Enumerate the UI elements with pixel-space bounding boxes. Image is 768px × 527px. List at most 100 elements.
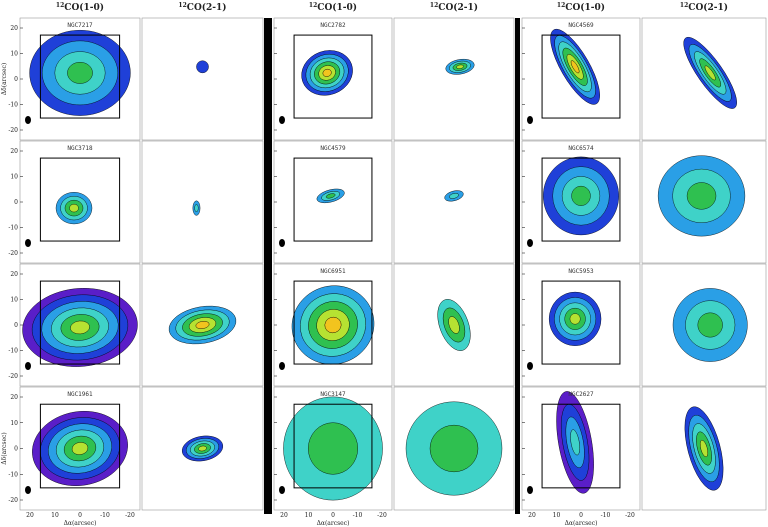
galaxy-label: NGC5953 [568,268,594,275]
x-tick-label: 0 [579,512,583,519]
y-tick-label: 0 [14,76,18,83]
y-tick-label: -10 [8,348,18,355]
divider [515,18,520,514]
contour [686,182,717,210]
beam [25,486,31,494]
panel-frame [141,140,264,264]
contour [449,193,459,199]
beam [25,116,31,124]
beam [25,362,31,370]
y-tick-label: 10 [10,174,18,181]
panel-frame [141,17,264,141]
header-text: CO(1-0) [64,2,104,13]
y-tick-label: 20 [10,271,18,278]
x-tick-label: 10 [553,512,561,519]
x-tick-label: -20 [377,512,387,519]
contour [67,62,93,84]
galaxy-label: NGC2627 [568,391,594,398]
y-tick-label: -10 [8,225,18,232]
header-text: CO(1-0) [317,2,357,13]
contour [198,445,207,452]
x-axis-label: Δα(arcsec) [64,520,97,527]
x-tick-label: -10 [100,512,110,519]
fov-box [293,157,373,242]
fov-box [293,34,373,119]
contour [70,320,90,335]
column-header: 12CO(2-1) [430,2,478,13]
x-tick-label: 20 [528,512,536,519]
y-axis-label: Δδ(arcsec) [1,432,8,464]
contour [570,60,580,74]
beam [527,116,533,124]
beam [279,116,285,124]
fov-box [39,280,121,365]
x-tick-label: 10 [51,512,59,519]
x-tick-label: -20 [125,512,135,519]
fov-box [541,34,621,119]
x-tick-label: -10 [353,512,363,519]
contour [570,429,580,456]
contour [448,316,460,334]
column-header: 12CO(2-1) [680,2,728,13]
contour [571,185,591,206]
beam [527,362,533,370]
header-text: CO(2-1) [187,2,227,13]
galaxy-label: NGC6951 [320,268,346,275]
fov-box [39,403,121,489]
y-tick-label: -20 [8,373,18,380]
y-tick-label: 10 [10,420,18,427]
fov-box [541,157,621,242]
fov-box [541,403,621,489]
y-tick-label: 10 [10,297,18,304]
y-axis-label: Δδ(arcsec) [1,63,8,95]
contour [196,60,209,74]
contour [699,439,709,458]
beam [279,486,285,494]
galaxy-label: NGC3147 [320,391,346,398]
galaxy-label: NGC2782 [320,22,346,29]
header-sup: 12 [178,2,186,9]
y-tick-label: -10 [8,102,18,109]
x-tick-label: 20 [26,512,34,519]
galaxy-label: NGC1961 [67,391,93,398]
beam [527,486,533,494]
contour [322,68,332,77]
contour [697,312,723,338]
contour [69,203,79,213]
galaxy-label: NGC7217 [67,22,93,29]
contour [194,204,199,212]
contour [569,313,581,325]
header-sup: 12 [56,2,64,9]
header-sup: 12 [430,2,438,9]
y-tick-label: 10 [10,51,18,58]
contour [324,316,342,334]
column-header: 12CO(1-0) [56,2,104,13]
y-tick-label: 20 [10,148,18,155]
fov-box [541,280,621,365]
x-tick-label: 10 [305,512,313,519]
contour [429,424,479,473]
y-tick-label: 0 [14,322,18,329]
fov-box [39,157,121,242]
fov-box [293,280,373,365]
x-tick-label: -10 [601,512,611,519]
y-tick-label: -20 [8,250,18,257]
x-tick-label: -20 [625,512,635,519]
contour [704,65,716,81]
x-tick-label: 0 [78,512,82,519]
y-tick-label: -20 [8,127,18,134]
contour [325,193,336,199]
contour [456,64,464,69]
contour [71,442,89,455]
column-header: 12CO(1-0) [557,2,605,13]
y-tick-label: 20 [10,394,18,401]
y-tick-label: 0 [14,199,18,206]
fov-box [39,34,121,119]
beam [279,239,285,247]
beam [25,239,31,247]
x-axis-label: Δα(arcsec) [565,520,598,527]
column-header: 12CO(2-1) [178,2,226,13]
x-tick-label: 20 [280,512,288,519]
header-sup: 12 [680,2,688,9]
